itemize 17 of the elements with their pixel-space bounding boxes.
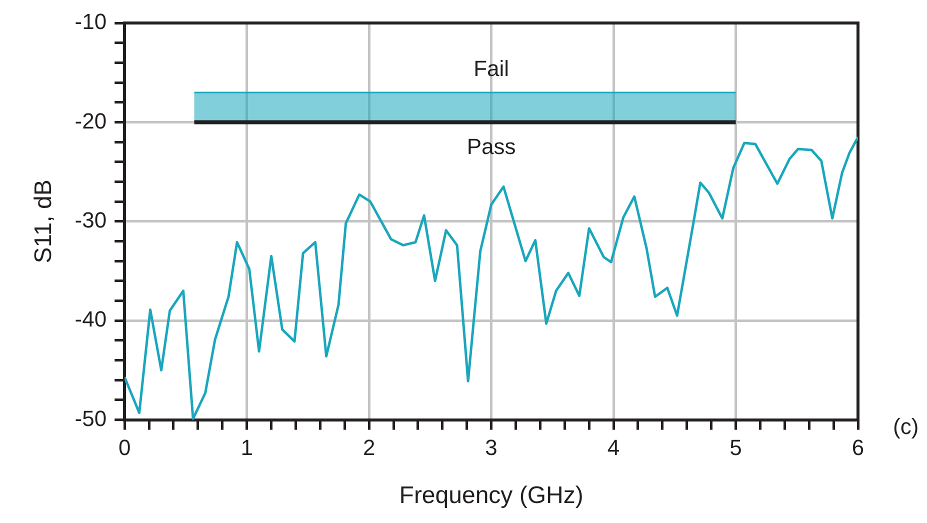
y-tick-label: -20 xyxy=(74,108,107,134)
x-tick-label: 0 xyxy=(118,434,131,460)
y-axis-title: S11, dB xyxy=(30,180,58,264)
x-tick-label: 6 xyxy=(852,434,864,460)
annotation: Pass xyxy=(466,134,516,160)
y-tick-label: -40 xyxy=(74,306,107,332)
y-tick-label: -10 xyxy=(74,9,107,34)
x-axis-title: Frequency (GHz) xyxy=(399,482,584,510)
x-tick-label: 1 xyxy=(240,434,253,460)
y-tick-label: -30 xyxy=(74,207,107,232)
text: (c) xyxy=(893,414,919,439)
x-tick-label: 4 xyxy=(607,434,620,460)
annotation: Fail xyxy=(474,56,510,82)
x-tick-label: 2 xyxy=(362,434,376,460)
y-tick-label: -50 xyxy=(74,406,107,431)
x-tick-label: 5 xyxy=(730,434,742,460)
x-tick-label: 3 xyxy=(485,434,498,460)
